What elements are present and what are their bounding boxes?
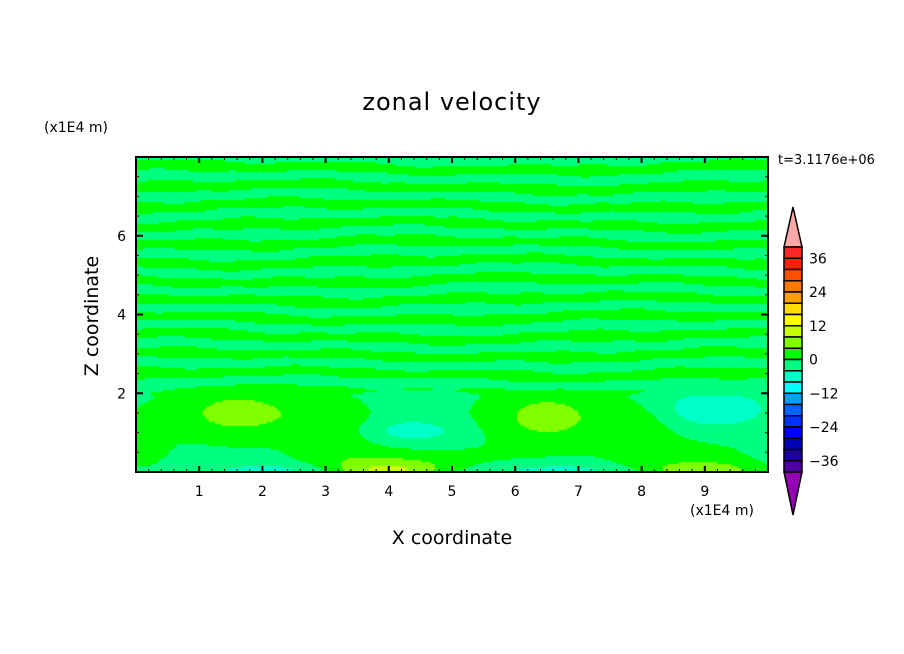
- x-axis-unit: (x1E4 m): [690, 503, 754, 519]
- chart-title: zonal velocity: [362, 88, 542, 116]
- colorbar-tick-label: 36: [809, 251, 827, 267]
- colorbar-under-triangle: [783, 471, 803, 516]
- x-tick-label: 2: [258, 484, 267, 500]
- x-tick-label: 3: [321, 484, 330, 500]
- colorbar-box: [783, 392, 803, 406]
- colorbar-box: [783, 313, 803, 327]
- colorbar-box: [783, 347, 803, 361]
- colorbar-box: [783, 381, 803, 394]
- y-tick-label: 6: [117, 229, 126, 245]
- colorbar-box: [783, 280, 803, 293]
- x-tick-label: 7: [574, 484, 583, 500]
- colorbar-box: [783, 302, 803, 316]
- x-axis-label: X coordinate: [391, 527, 513, 549]
- x-tick-label: 5: [448, 484, 457, 500]
- colorbar-tick-label: −12: [809, 386, 839, 402]
- colorbar-box: [783, 448, 803, 462]
- colorbar-tick-label: 12: [809, 319, 827, 335]
- colorbar-box: [783, 415, 803, 428]
- colorbar-box: [783, 268, 803, 282]
- colorbar-box: [783, 370, 803, 383]
- x-tick-label: 9: [700, 484, 709, 500]
- time-annotation: t=3.1176e+06: [778, 153, 875, 168]
- colorbar-tick-label: 0: [809, 353, 818, 369]
- colorbar-tick-label: 24: [809, 285, 827, 301]
- x-tick-label: 1: [195, 484, 204, 500]
- colorbar-box: [783, 437, 803, 451]
- y-tick-label: 4: [117, 308, 126, 324]
- colorbar-box: [783, 403, 803, 417]
- colorbar-box: [783, 336, 803, 349]
- contour-field: [137, 158, 768, 472]
- x-tick-label: 6: [511, 484, 520, 500]
- x-tick-label: 8: [637, 484, 646, 500]
- colorbar-tick-label: −36: [809, 454, 839, 470]
- colorbar-box: [783, 257, 803, 271]
- colorbar-box: [783, 426, 803, 439]
- plot-frame: [135, 156, 769, 473]
- x-tick-label: 4: [384, 484, 393, 500]
- colorbar-box: [783, 460, 803, 473]
- colorbar-box: [783, 325, 803, 338]
- y-axis-unit: (x1E4 m): [44, 120, 108, 136]
- colorbar-tick-label: −24: [809, 420, 839, 436]
- colorbar-box: [783, 246, 803, 259]
- colorbar-over-triangle: [783, 206, 803, 248]
- colorbar-box: [783, 358, 803, 372]
- colorbar-box: [783, 291, 803, 304]
- y-tick-label: 2: [117, 386, 126, 402]
